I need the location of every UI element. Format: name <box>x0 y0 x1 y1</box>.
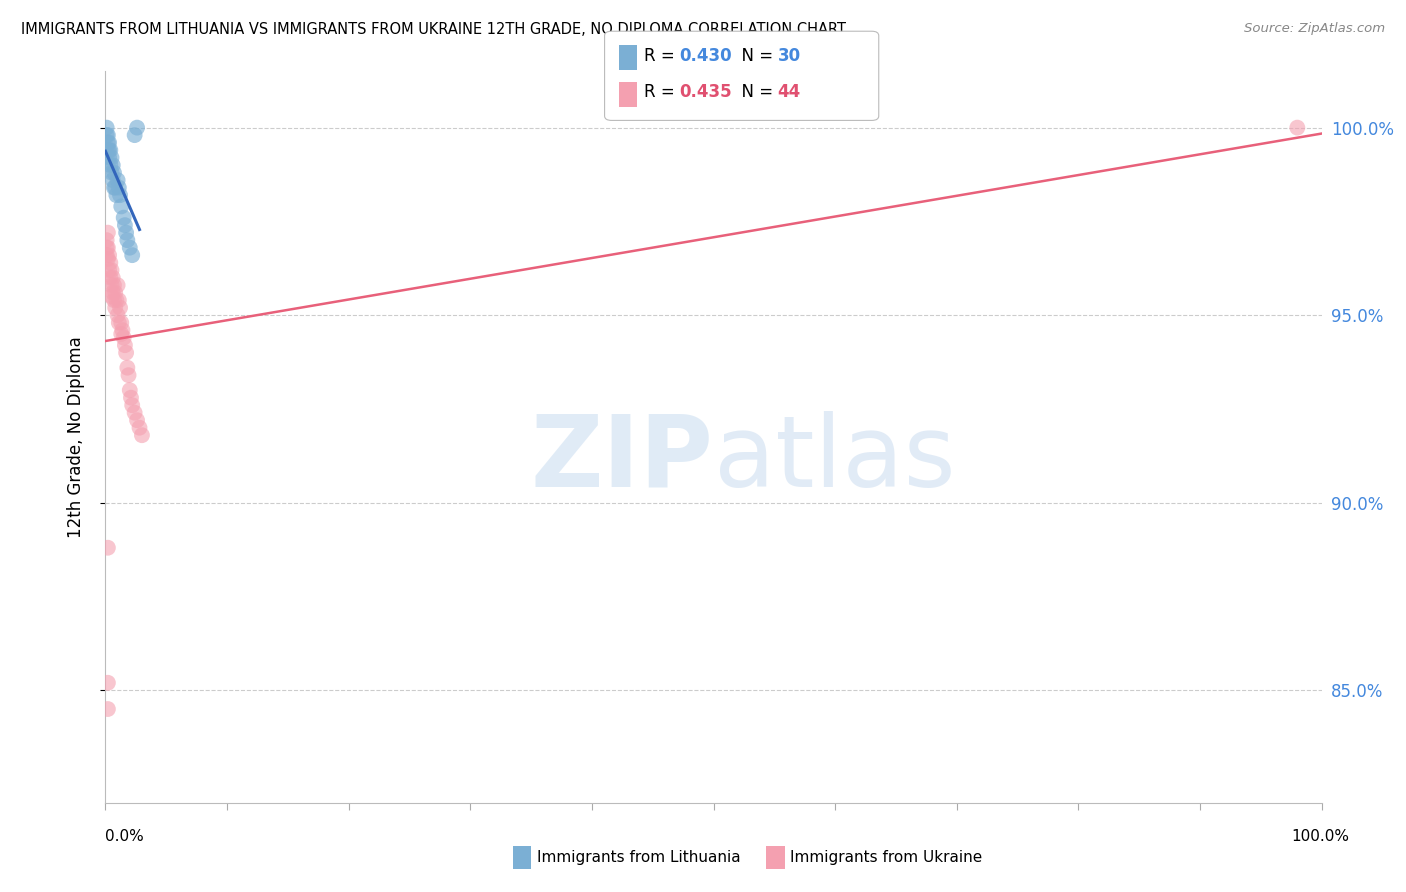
Point <box>98 151 121 165</box>
Point <box>114 218 136 232</box>
Point <box>124 128 146 142</box>
Point <box>110 316 132 330</box>
Point <box>97 541 120 555</box>
Point <box>115 226 138 240</box>
Point <box>98 255 121 269</box>
Text: atlas: atlas <box>713 410 955 508</box>
Point <box>120 391 142 405</box>
Point <box>98 263 121 277</box>
Y-axis label: 12th Grade, No Diploma: 12th Grade, No Diploma <box>66 336 84 538</box>
Point <box>98 143 121 157</box>
Point <box>100 263 122 277</box>
Text: 0.430: 0.430 <box>679 47 731 65</box>
Point <box>108 293 131 308</box>
Point <box>97 226 120 240</box>
Point <box>117 360 139 375</box>
Point <box>96 128 118 142</box>
Point <box>105 188 128 202</box>
Point <box>100 151 122 165</box>
Point <box>103 166 125 180</box>
Point <box>98 158 121 172</box>
Text: Source: ZipAtlas.com: Source: ZipAtlas.com <box>1244 22 1385 36</box>
Point <box>100 278 122 293</box>
Point <box>112 331 135 345</box>
Point <box>104 180 127 194</box>
Point <box>115 345 138 359</box>
Point <box>98 136 121 150</box>
Point <box>97 143 120 157</box>
Point <box>100 289 122 303</box>
Point <box>108 188 131 202</box>
Point <box>101 270 124 285</box>
Point <box>117 368 139 383</box>
Text: Immigrants from Ukraine: Immigrants from Ukraine <box>790 850 983 864</box>
Point <box>97 241 120 255</box>
Point <box>103 278 125 293</box>
Point <box>110 326 132 341</box>
Text: Immigrants from Lithuania: Immigrants from Lithuania <box>537 850 741 864</box>
Text: N =: N = <box>731 83 779 102</box>
Point <box>112 211 135 225</box>
Point <box>105 293 128 308</box>
Text: ZIP: ZIP <box>530 410 713 508</box>
Text: R =: R = <box>644 47 681 65</box>
Point <box>100 166 122 180</box>
Point <box>107 278 129 293</box>
Point <box>98 248 121 262</box>
Point <box>107 173 129 187</box>
Point <box>118 383 141 397</box>
Point <box>96 120 118 135</box>
Point <box>117 233 139 247</box>
Text: 0.0%: 0.0% <box>105 830 145 844</box>
Text: 30: 30 <box>778 47 800 65</box>
Point <box>125 413 148 427</box>
Point <box>98 270 121 285</box>
Point <box>97 128 120 142</box>
Point <box>110 199 132 213</box>
Point <box>1286 120 1309 135</box>
Text: 0.435: 0.435 <box>679 83 731 102</box>
Point <box>124 406 146 420</box>
Point <box>125 120 148 135</box>
Point <box>118 241 141 255</box>
Point <box>98 143 121 157</box>
Point <box>103 180 125 194</box>
Point <box>96 248 118 262</box>
Point <box>131 428 153 442</box>
Point <box>97 252 120 266</box>
Point <box>101 158 124 172</box>
Point <box>108 316 131 330</box>
Point <box>97 675 120 690</box>
Text: R =: R = <box>644 83 681 102</box>
Point <box>104 285 127 300</box>
Point <box>114 338 136 352</box>
Text: 100.0%: 100.0% <box>1292 830 1350 844</box>
Point <box>97 702 120 716</box>
Point <box>103 293 125 308</box>
Point <box>108 301 131 315</box>
Point <box>121 248 143 262</box>
Text: 44: 44 <box>778 83 801 102</box>
Point <box>101 173 124 187</box>
Point <box>108 180 131 194</box>
Point <box>107 308 129 322</box>
Point <box>121 398 143 412</box>
Point <box>97 136 120 150</box>
Point <box>104 301 127 315</box>
Point <box>96 233 118 247</box>
Text: IMMIGRANTS FROM LITHUANIA VS IMMIGRANTS FROM UKRAINE 12TH GRADE, NO DIPLOMA CORR: IMMIGRANTS FROM LITHUANIA VS IMMIGRANTS … <box>21 22 846 37</box>
Point <box>111 323 134 337</box>
Point <box>128 420 150 434</box>
Point <box>101 285 124 300</box>
Point <box>96 241 118 255</box>
Text: N =: N = <box>731 47 779 65</box>
